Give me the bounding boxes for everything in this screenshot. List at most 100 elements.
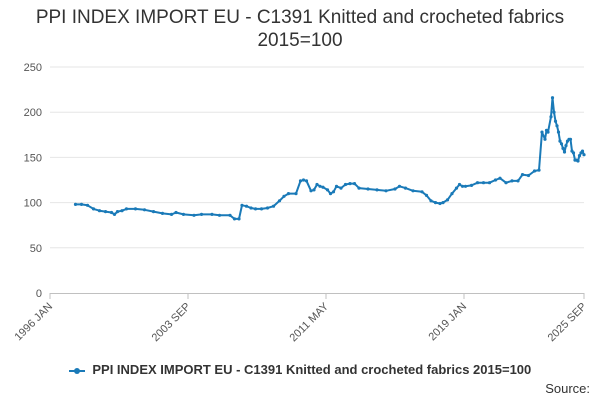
data-point-14 [160, 211, 165, 215]
data-point-70 [460, 184, 465, 188]
data-point-23 [232, 217, 237, 221]
data-point-85 [540, 130, 544, 134]
data-point-1 [79, 202, 84, 206]
data-point-72 [469, 183, 474, 187]
data-point-60 [420, 190, 424, 194]
data-point-80 [516, 179, 520, 183]
data-point-76 [493, 178, 498, 182]
x-tick-label-2: 2011 MAY [287, 300, 331, 344]
data-point-98 [562, 150, 567, 154]
data-point-16 [174, 210, 178, 215]
data-point-86 [543, 137, 547, 141]
data-point-65 [441, 201, 445, 205]
data-point-90 [550, 96, 555, 100]
data-point-107 [576, 159, 580, 163]
data-point-91 [552, 110, 556, 114]
y-tick-label-0: 0 [36, 288, 42, 300]
data-point-66 [445, 198, 450, 202]
data-point-32 [277, 199, 282, 203]
data-point-94 [556, 130, 561, 134]
data-point-9 [120, 209, 124, 213]
data-point-36 [298, 179, 303, 183]
data-point-25 [240, 203, 244, 207]
data-point-40 [312, 188, 316, 192]
data-point-18 [192, 213, 196, 217]
data-point-46 [331, 190, 336, 194]
data-point-78 [504, 181, 508, 185]
legend[interactable]: PPI INDEX IMPORT EU - C1391 Knitted and … [0, 362, 600, 377]
data-point-39 [309, 189, 313, 193]
data-point-62 [429, 199, 433, 203]
data-point-56 [393, 187, 397, 191]
y-tick-label-50: 50 [30, 243, 42, 255]
data-point-27 [249, 206, 253, 210]
legend-series-marker [68, 366, 85, 376]
data-point-21 [217, 213, 222, 217]
y-tick-label-150: 150 [24, 152, 42, 164]
data-point-71 [463, 184, 468, 188]
data-point-19 [199, 212, 204, 216]
data-point-5 [103, 210, 108, 214]
data-point-43 [321, 185, 325, 189]
source-label: Source: [545, 381, 590, 396]
data-point-93 [555, 124, 559, 128]
data-point-28 [253, 207, 258, 211]
x-tick-label-3: 2019 JAN [426, 301, 469, 344]
data-point-42 [318, 184, 322, 188]
data-point-82 [526, 173, 531, 178]
data-point-89 [549, 115, 553, 119]
data-point-53 [366, 187, 370, 191]
data-point-67 [450, 192, 454, 196]
data-point-17 [181, 212, 186, 216]
data-point-102 [568, 137, 573, 141]
data-point-55 [384, 189, 388, 193]
data-point-104 [571, 151, 576, 155]
data-point-95 [558, 139, 562, 143]
data-point-51 [352, 182, 357, 186]
series-line-0 [75, 96, 585, 220]
data-point-61 [424, 193, 429, 197]
data-point-11 [133, 207, 138, 211]
x-tick-label-4: 2025 SEP [546, 301, 590, 345]
data-point-64 [438, 201, 442, 206]
series-layer [73, 96, 586, 221]
data-point-84 [537, 168, 541, 172]
data-point-41 [315, 182, 319, 187]
data-point-77 [498, 176, 502, 180]
chart-title: PPI INDEX IMPORT EU - C1391 Knitted and … [35, 7, 565, 51]
data-point-24 [237, 217, 241, 221]
data-point-47 [334, 184, 339, 188]
data-point-38 [304, 179, 309, 183]
axes [49, 293, 585, 299]
data-point-59 [411, 189, 415, 193]
data-point-44 [325, 188, 330, 192]
data-point-22 [228, 213, 232, 217]
data-point-97 [561, 146, 565, 150]
data-point-83 [532, 169, 537, 173]
data-point-96 [559, 142, 564, 146]
gridlines [50, 66, 584, 249]
y-tick-label-100: 100 [24, 198, 42, 210]
data-point-2 [85, 203, 90, 207]
x-tick-label-0: 1996 JAN [12, 301, 55, 344]
data-point-108 [577, 154, 582, 158]
data-point-37 [301, 178, 306, 182]
data-point-10 [124, 207, 129, 211]
data-point-7 [112, 212, 117, 216]
data-point-30 [265, 206, 270, 210]
data-point-6 [109, 210, 114, 215]
data-point-63 [433, 201, 438, 205]
data-point-34 [286, 192, 291, 196]
data-point-69 [457, 182, 462, 187]
data-point-8 [115, 210, 120, 214]
data-point-79 [510, 179, 514, 183]
data-point-57 [397, 184, 402, 188]
data-point-50 [348, 182, 352, 186]
data-point-49 [343, 182, 348, 187]
x-tick-labels: 1996 JAN 2003 SEP 2011 MAY 2019 JAN 2025 SEP [12, 300, 589, 344]
legend-series-label: PPI INDEX IMPORT EU - C1391 Knitted and … [92, 362, 532, 377]
data-point-20 [210, 212, 214, 216]
data-point-54 [375, 188, 379, 192]
data-point-4 [97, 209, 102, 213]
